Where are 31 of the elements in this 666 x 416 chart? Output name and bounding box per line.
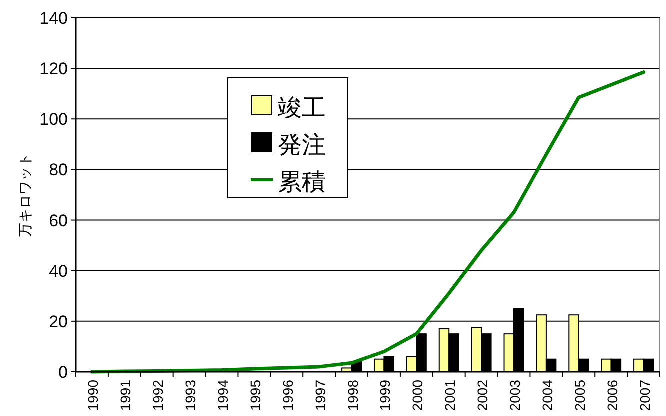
y-tick-label: 20 <box>49 312 68 332</box>
y-tick-label: 80 <box>49 160 68 180</box>
line-series <box>90 70 646 374</box>
x-tick-label: 2005 <box>572 380 588 412</box>
legend-label: 発注 <box>278 132 326 159</box>
y-tick-label: 100 <box>40 110 68 130</box>
x-tick-label: 1990 <box>85 380 102 412</box>
x-tick-label: 1993 <box>182 380 199 412</box>
y-tick-label: 60 <box>49 211 68 230</box>
x-tick-label: 1998 <box>344 380 361 412</box>
x-tick-label: 2006 <box>604 380 620 412</box>
y-axis-title: 万キロワット <box>17 153 33 237</box>
x-tick-label: 1996 <box>280 380 296 412</box>
legend-label: 累積 <box>278 169 326 196</box>
y-tick-label: 140 <box>40 9 68 28</box>
x-tick-label: 2000 <box>410 380 426 412</box>
x-tick-label: 1999 <box>377 380 394 412</box>
y-tick-label: 0 <box>58 363 68 382</box>
x-tick-label: 2001 <box>442 380 458 412</box>
legend-label: 竣工 <box>278 95 326 122</box>
y-tick-label: 40 <box>49 262 68 281</box>
x-tick-label: 1995 <box>247 380 264 412</box>
x-tick-label: 1992 <box>150 380 166 412</box>
x-tick-label: 2002 <box>474 380 491 412</box>
x-tick-label: 2007 <box>636 380 653 412</box>
x-tick-label: 1997 <box>312 380 328 412</box>
x-tick-label: 1991 <box>118 380 134 412</box>
y-tick-label: 120 <box>40 60 68 79</box>
x-tick-label: 2004 <box>539 380 556 412</box>
x-tick-label: 2003 <box>507 380 523 412</box>
x-tick-label: 1994 <box>215 380 231 412</box>
